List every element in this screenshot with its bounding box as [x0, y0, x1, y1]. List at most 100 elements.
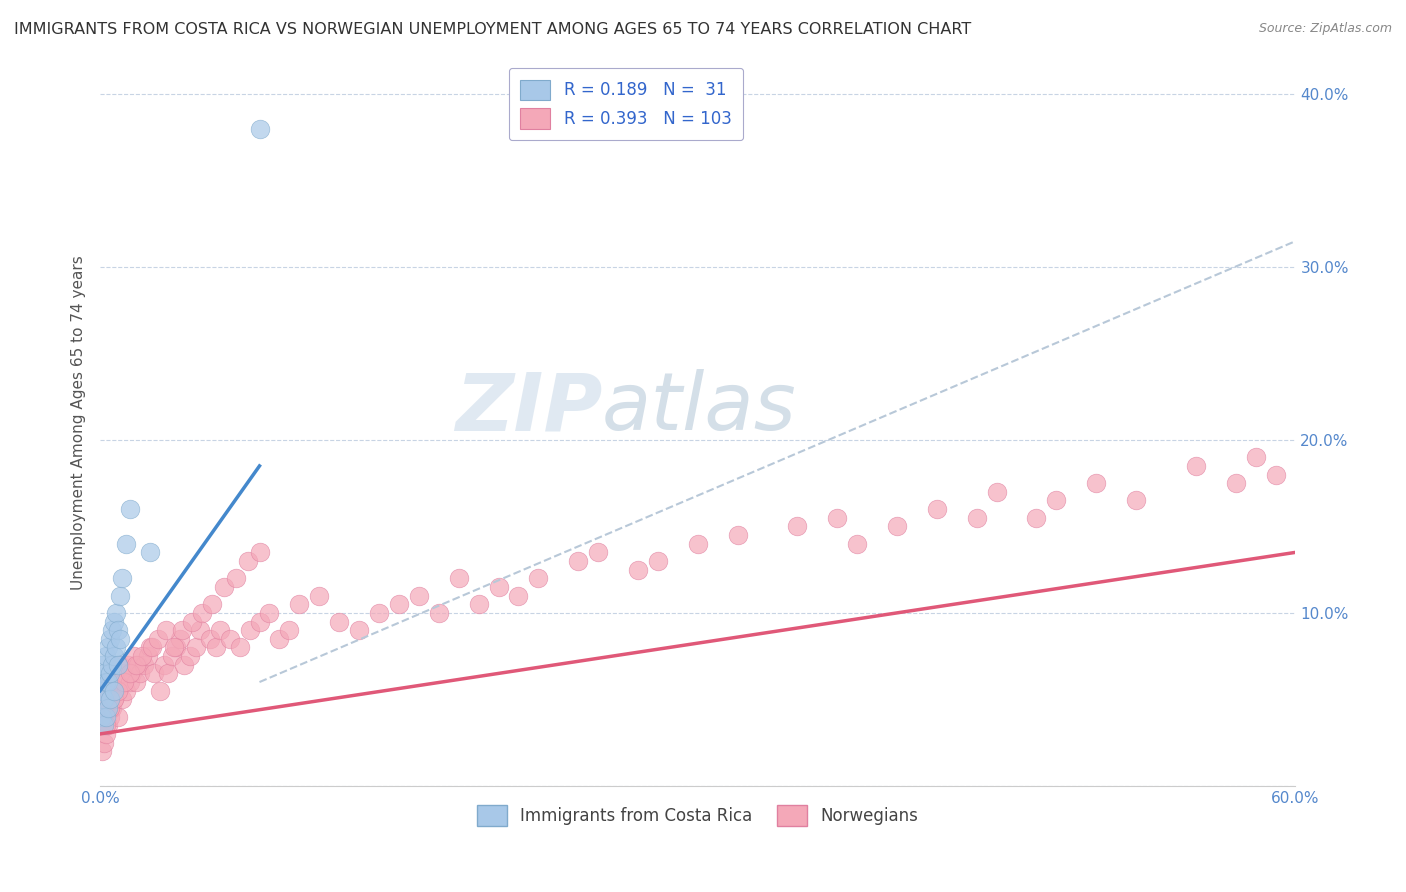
Point: [427, 606, 450, 620]
Point: [101, 701, 124, 715]
Point: [368, 606, 391, 620]
Point: [97, 683, 120, 698]
Point: [101, 623, 124, 637]
Point: [112, 675, 135, 690]
Point: [388, 597, 411, 611]
Point: [98, 701, 121, 715]
Point: [142, 666, 165, 681]
Point: [107, 709, 129, 723]
Point: [105, 683, 128, 698]
Point: [129, 666, 152, 681]
Point: [103, 683, 125, 698]
Point: [212, 580, 235, 594]
Point: [94, 649, 117, 664]
Point: [727, 528, 749, 542]
Point: [153, 657, 176, 672]
Point: [98, 632, 121, 646]
Point: [1185, 458, 1208, 473]
Point: [1225, 476, 1247, 491]
Point: [125, 657, 148, 672]
Point: [347, 623, 370, 637]
Point: [508, 589, 530, 603]
Point: [236, 554, 259, 568]
Point: [131, 649, 153, 664]
Point: [238, 623, 260, 637]
Text: atlas: atlas: [602, 369, 797, 447]
Point: [201, 597, 224, 611]
Point: [94, 718, 117, 732]
Point: [98, 692, 121, 706]
Point: [249, 545, 271, 559]
Point: [1025, 510, 1047, 524]
Point: [1045, 493, 1067, 508]
Point: [136, 649, 159, 664]
Point: [118, 502, 141, 516]
Point: [97, 675, 120, 690]
Point: [249, 121, 271, 136]
Point: [155, 623, 177, 637]
Point: [198, 632, 221, 646]
Point: [308, 589, 330, 603]
Point: [93, 709, 115, 723]
Text: ZIP: ZIP: [454, 369, 602, 447]
Point: [163, 640, 186, 655]
Point: [121, 666, 143, 681]
Point: [139, 545, 162, 559]
Point: [97, 701, 120, 715]
Point: [184, 640, 207, 655]
Point: [278, 623, 301, 637]
Legend: Immigrants from Costa Rica, Norwegians: Immigrants from Costa Rica, Norwegians: [467, 795, 929, 836]
Point: [98, 709, 121, 723]
Point: [786, 519, 808, 533]
Point: [111, 571, 134, 585]
Point: [93, 735, 115, 749]
Point: [288, 597, 311, 611]
Point: [108, 632, 131, 646]
Point: [101, 657, 124, 672]
Point: [160, 649, 183, 664]
Point: [111, 692, 134, 706]
Point: [108, 589, 131, 603]
Point: [93, 692, 115, 706]
Point: [103, 692, 125, 706]
Point: [122, 649, 145, 664]
Point: [173, 657, 195, 672]
Point: [105, 640, 128, 655]
Point: [527, 571, 550, 585]
Point: [94, 709, 117, 723]
Point: [269, 632, 291, 646]
Point: [98, 666, 121, 681]
Point: [107, 623, 129, 637]
Point: [112, 666, 135, 681]
Point: [98, 675, 121, 690]
Point: [146, 632, 169, 646]
Point: [190, 606, 212, 620]
Point: [408, 589, 430, 603]
Point: [567, 554, 589, 568]
Point: [139, 640, 162, 655]
Point: [149, 683, 172, 698]
Point: [447, 571, 470, 585]
Point: [627, 563, 650, 577]
Point: [91, 657, 114, 672]
Point: [107, 657, 129, 672]
Point: [97, 718, 120, 732]
Point: [97, 640, 120, 655]
Point: [115, 683, 138, 698]
Point: [647, 554, 669, 568]
Point: [141, 640, 163, 655]
Point: [115, 537, 138, 551]
Point: [91, 683, 114, 698]
Text: Source: ZipAtlas.com: Source: ZipAtlas.com: [1258, 22, 1392, 36]
Point: [94, 675, 117, 690]
Point: [91, 709, 114, 723]
Point: [118, 666, 141, 681]
Point: [886, 519, 908, 533]
Point: [966, 510, 988, 524]
Point: [107, 683, 129, 698]
Y-axis label: Unemployment Among Ages 65 to 74 years: Unemployment Among Ages 65 to 74 years: [72, 255, 86, 591]
Point: [94, 727, 117, 741]
Point: [467, 597, 489, 611]
Point: [1125, 493, 1147, 508]
Point: [179, 649, 201, 664]
